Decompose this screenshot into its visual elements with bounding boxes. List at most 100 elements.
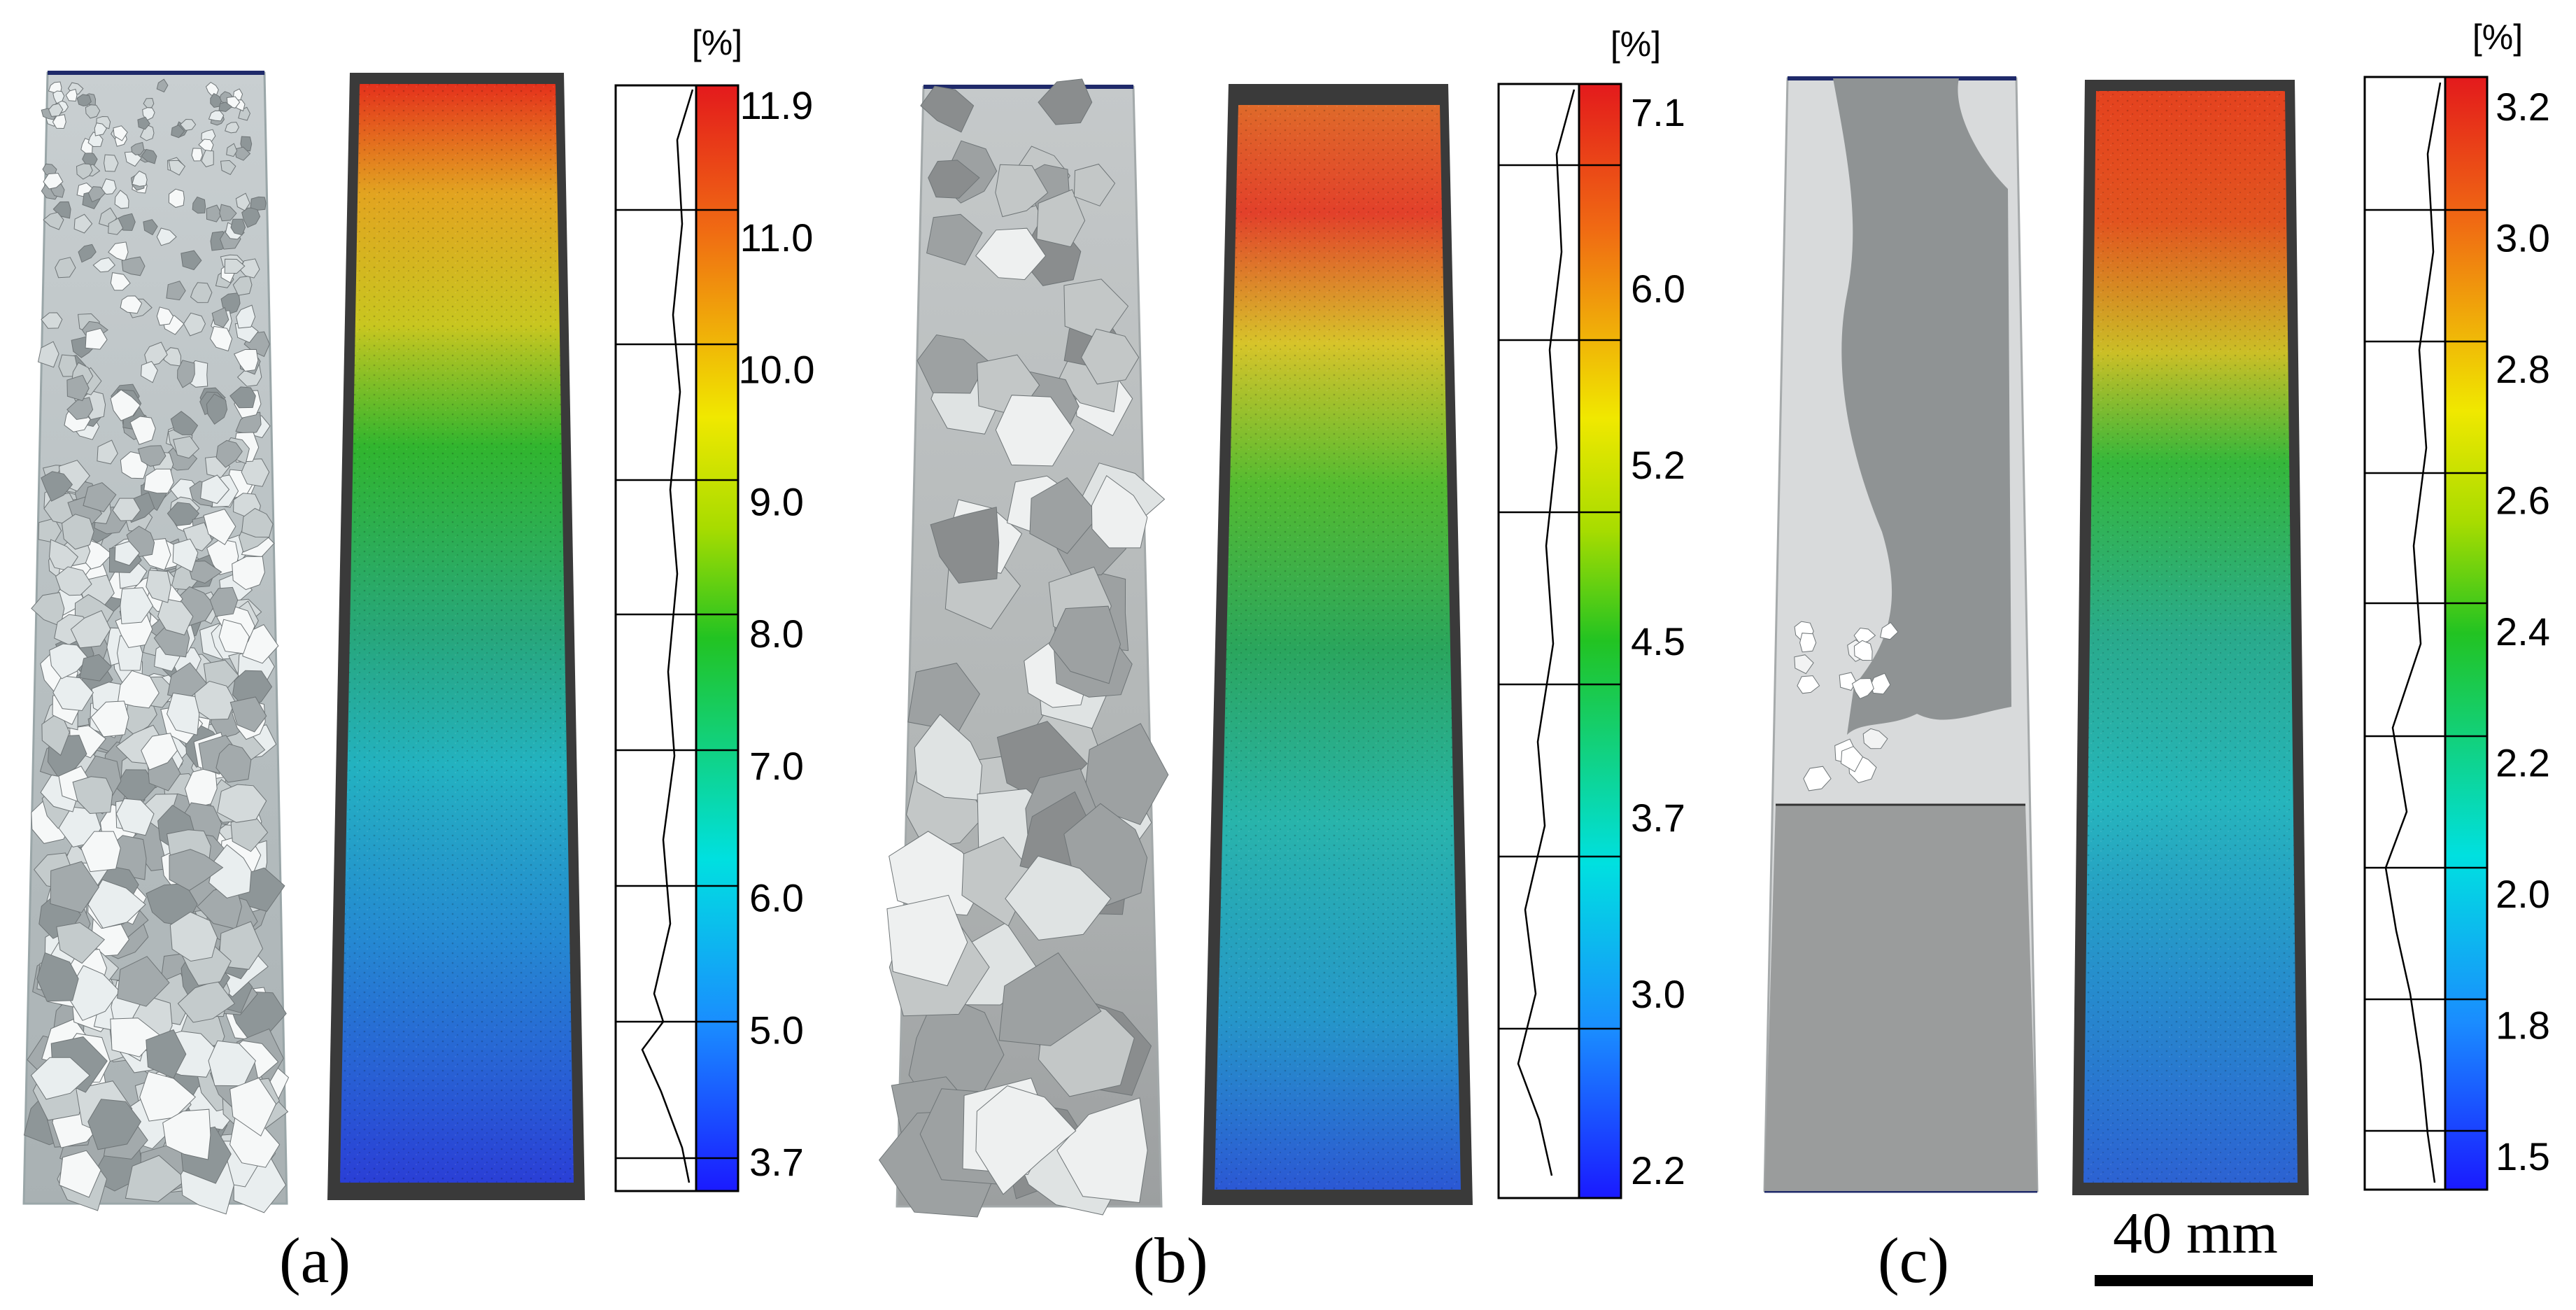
grain: [1799, 633, 1817, 653]
grain: [1803, 766, 1832, 791]
strain-map-a: [327, 73, 585, 1200]
colorbar-tick-label: 11.9: [740, 83, 814, 127]
colorbar-tick-label: 6.0: [1631, 267, 1685, 311]
grain: [203, 508, 236, 546]
grain: [230, 218, 246, 236]
grain: [1851, 677, 1874, 700]
grain: [113, 125, 128, 141]
grain: [1073, 163, 1116, 206]
colorbar-tick-label: 6.0: [749, 876, 804, 920]
colorbar-tick-label: 8.0: [749, 612, 804, 656]
grain: [1862, 728, 1888, 749]
grain: [211, 307, 229, 328]
micrograph-b: [878, 78, 1169, 1218]
colorbar-tick-label: 2.0: [2496, 872, 2550, 916]
colorbar-tick-label: 3.0: [1631, 972, 1685, 1016]
grain: [1048, 605, 1121, 684]
grain: [141, 733, 178, 770]
grain: [156, 307, 174, 326]
grain: [87, 879, 146, 929]
grain: [56, 922, 106, 964]
colorbar-tick-label: 7.1: [1631, 90, 1685, 134]
colorbar-tick-label: 3.7: [1631, 796, 1685, 840]
grain: [236, 304, 256, 329]
grain: [1797, 675, 1820, 694]
grain: [190, 282, 213, 303]
panel-c: 3.2 3.0 2.8 2.6 2.4 2.2 2.0 1.8 1.5 [%] (c): [1763, 17, 2550, 1296]
grain: [173, 435, 200, 459]
grain: [156, 78, 169, 93]
grain: [132, 170, 148, 187]
grain: [219, 204, 237, 222]
grain: [43, 211, 64, 230]
grain: [114, 541, 141, 566]
grain: [995, 164, 1049, 218]
grain: [83, 482, 117, 512]
colorbar-tick-label: 3.7: [749, 1140, 804, 1184]
grain: [120, 295, 143, 314]
grain: [30, 1057, 91, 1100]
panel-label-a: (a): [279, 1225, 351, 1296]
grain: [201, 148, 214, 167]
colorbar-tick-label: 2.2: [1631, 1148, 1685, 1192]
grain: [928, 160, 980, 199]
grain: [238, 106, 251, 121]
grain: [59, 1150, 101, 1198]
grain: [975, 1085, 1077, 1195]
grain: [1853, 640, 1873, 661]
grain: [907, 663, 980, 732]
strain-profile-a: [641, 89, 694, 1183]
grain: [41, 471, 73, 502]
panel-b: 7.1 6.0 5.2 4.5 3.7 3.0 2.2 [%] (b): [878, 24, 1685, 1296]
colorbar-tick-label: 10.0: [739, 348, 815, 392]
grain: [170, 411, 199, 435]
grain: [117, 956, 170, 1007]
colorbar-b: 7.1 6.0 5.2 4.5 3.7 3.0 2.2: [1497, 83, 1685, 1199]
grain: [225, 122, 239, 134]
profile-box-b: [1497, 83, 1580, 1199]
grain: [886, 894, 968, 987]
grain: [1839, 672, 1857, 691]
grain: [108, 218, 124, 235]
grain: [166, 281, 186, 301]
grain: [94, 122, 108, 136]
colorbar-unit-a: [%]: [692, 23, 742, 62]
strain-profile-b: [1517, 89, 1576, 1176]
grain: [48, 103, 64, 117]
colorbar-tick-label: 2.8: [2496, 347, 2550, 391]
colorbar-tick-label: 7.0: [749, 744, 804, 788]
grain: [209, 325, 233, 352]
colorbar-tick-label: 9.0: [749, 479, 804, 523]
grain: [141, 148, 157, 164]
grain: [143, 97, 155, 108]
grain: [87, 186, 106, 203]
grain: [43, 172, 64, 190]
colorbar-a: 11.9 11.0 10.0 9.0 8.0 7.0 6.0 5.0 3.7: [614, 83, 815, 1192]
grain: [37, 341, 59, 368]
grain: [90, 700, 129, 738]
grain: [920, 85, 975, 133]
grain: [137, 445, 167, 467]
grain: [85, 328, 108, 350]
grain: [143, 468, 174, 494]
grain: [226, 143, 238, 157]
grain: [995, 395, 1075, 467]
grain: [92, 257, 115, 273]
colorbar-unit-c: [%]: [2472, 17, 2523, 57]
grain: [217, 784, 267, 823]
grain: [146, 570, 171, 603]
grain: [926, 213, 983, 266]
grain: [97, 439, 118, 465]
grain: [55, 257, 76, 279]
grain: [220, 160, 236, 176]
grain: [1005, 855, 1112, 941]
grain: [55, 566, 92, 596]
grain: [224, 258, 246, 274]
colorbar-gradient-a: [695, 84, 739, 1192]
colorbar-tick-label: 11.0: [740, 216, 814, 260]
grain: [215, 743, 252, 783]
colorbar-tick-label: 2.2: [2496, 741, 2550, 785]
grain: [146, 1029, 187, 1079]
colorbar-tick-label: 2.6: [2496, 479, 2550, 523]
grain: [917, 334, 989, 394]
